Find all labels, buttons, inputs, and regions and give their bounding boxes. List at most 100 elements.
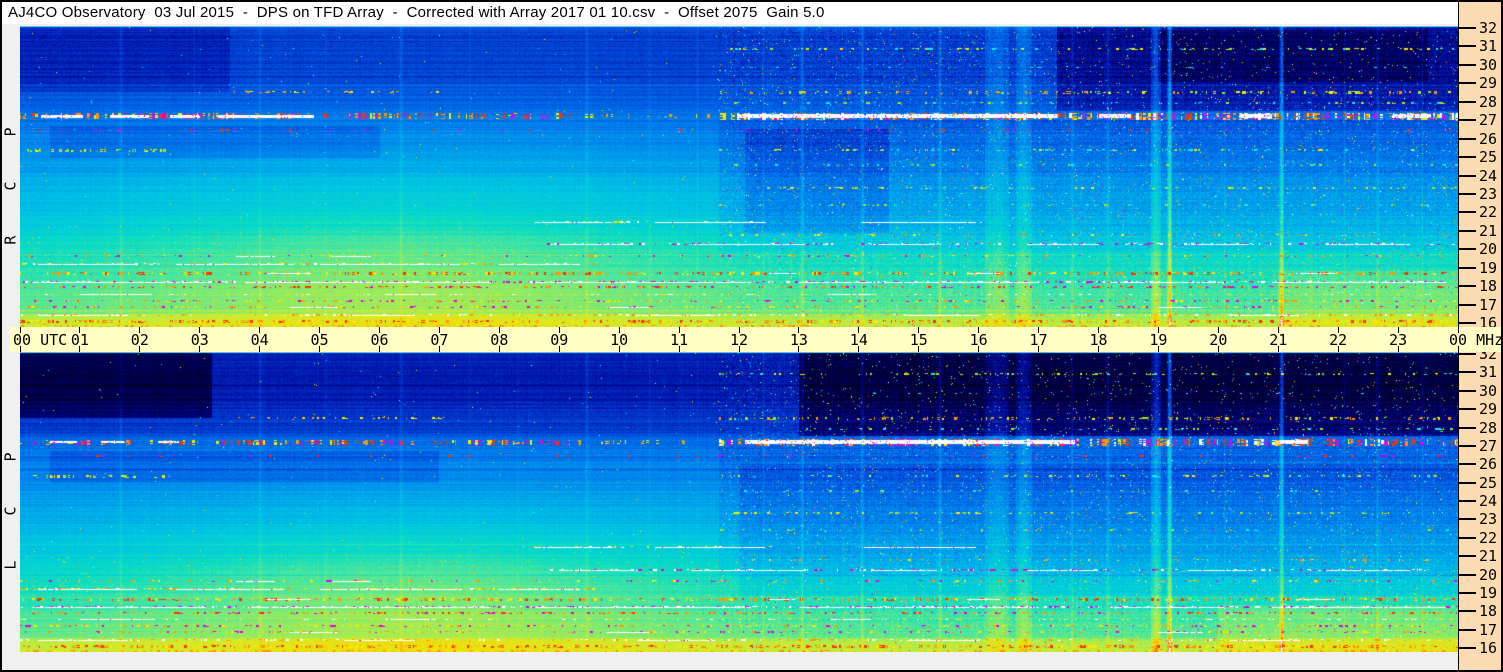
time-tick — [1098, 327, 1099, 333]
freq-tick-label: 20 — [1479, 565, 1498, 584]
time-tick — [1457, 327, 1459, 333]
freq-tick — [1459, 371, 1476, 374]
freq-tick-label: 30 — [1479, 55, 1498, 74]
freq-tick-label: 26 — [1479, 455, 1498, 474]
time-axis-strip: 00 UTC 00 MHz 01 02 03 04 05 06 07 08 09 10 11 12 13… — [10, 327, 1501, 352]
freq-tick-label: 22 — [1479, 203, 1498, 222]
freq-tick-label: 21 — [1479, 547, 1498, 566]
time-tick — [259, 346, 261, 352]
rcp-polarization-label: R C P — [2, 108, 20, 245]
freq-tick — [1459, 303, 1476, 306]
time-tick — [918, 346, 920, 352]
time-tick — [618, 346, 620, 352]
freq-tick — [1459, 518, 1476, 521]
time-hour-label: 04 — [250, 331, 269, 349]
time-tick — [438, 346, 440, 352]
freq-tick-label: 19 — [1479, 583, 1498, 602]
time-hour-label: 22 — [1329, 331, 1348, 349]
freq-tick-label: 16 — [1479, 639, 1498, 657]
freq-tick — [1459, 322, 1476, 324]
freq-tick — [1459, 285, 1476, 288]
freq-tick — [1459, 211, 1476, 214]
freq-tick — [1459, 555, 1476, 558]
freq-tick — [1459, 610, 1476, 613]
freq-tick-label: 29 — [1479, 74, 1498, 93]
time-hour-label: 14 — [849, 331, 868, 349]
time-tick — [1098, 346, 1099, 352]
freq-tick — [1459, 174, 1476, 177]
freq-tick-label: 23 — [1479, 184, 1498, 203]
time-tick — [558, 346, 560, 352]
time-tick — [1157, 327, 1159, 333]
time-hour-label: 09 — [550, 331, 569, 349]
time-hour-label: 01 — [70, 331, 89, 349]
time-tick — [199, 346, 201, 352]
freq-tick — [1459, 408, 1476, 411]
time-hour-label: 02 — [130, 331, 149, 349]
freq-tick — [1459, 389, 1476, 392]
time-hour-label: 18 — [1089, 331, 1108, 349]
time-hour-label: 13 — [789, 331, 808, 349]
freq-tick-label: 24 — [1479, 492, 1498, 510]
time-tick — [1277, 346, 1279, 352]
freq-tick — [1459, 100, 1476, 103]
time-tick — [1277, 327, 1279, 333]
freq-tick-label: 27 — [1479, 111, 1498, 130]
time-hour-label: 07 — [430, 331, 449, 349]
time-tick — [1337, 346, 1339, 352]
time-tick — [1457, 346, 1459, 352]
time-tick — [978, 346, 980, 352]
time-axis-start-label: 00 UTC — [13, 331, 68, 349]
time-hour-label: 15 — [909, 331, 928, 349]
time-hour-label: 23 — [1389, 331, 1408, 349]
freq-tick — [1459, 266, 1476, 269]
time-tick — [19, 327, 21, 333]
time-tick — [738, 327, 740, 333]
freq-tick-label: 28 — [1479, 418, 1498, 437]
page-title: AJ4CO Observatory 03 Jul 2015 - DPS on T… — [8, 4, 825, 21]
time-tick — [1397, 327, 1399, 333]
time-tick — [139, 346, 141, 352]
time-tick — [858, 346, 860, 352]
freq-tick — [1459, 481, 1476, 484]
freq-tick-label: 20 — [1479, 240, 1498, 259]
freq-tick — [1459, 573, 1476, 576]
time-tick — [79, 327, 81, 333]
freq-tick — [1459, 463, 1476, 466]
time-tick — [798, 327, 800, 333]
footer-strip — [2, 652, 1458, 670]
time-hour-label: 19 — [1149, 331, 1168, 349]
freq-tick — [1459, 137, 1476, 140]
freq-tick — [1459, 591, 1476, 594]
time-tick — [918, 327, 920, 333]
time-tick — [139, 327, 141, 333]
time-hour-label: 08 — [490, 331, 509, 349]
time-tick — [379, 327, 380, 333]
freq-tick — [1459, 82, 1476, 85]
time-tick — [978, 327, 980, 333]
freq-tick-label: 30 — [1479, 381, 1498, 400]
time-hour-label: 10 — [610, 331, 629, 349]
time-tick — [1038, 327, 1040, 333]
lcp-spectrogram-canvas — [20, 352, 1458, 652]
time-tick — [498, 346, 500, 352]
time-hour-label: 11 — [670, 331, 689, 349]
time-tick — [678, 327, 680, 333]
time-tick — [259, 327, 261, 333]
freq-tick-label: 17 — [1479, 620, 1498, 639]
freq-tick — [1459, 536, 1476, 539]
time-axis-end-label: 00 MHz — [1449, 331, 1503, 349]
time-tick — [1337, 327, 1339, 333]
time-tick — [798, 346, 800, 352]
left-gutter-rcp: R C P — [2, 26, 20, 327]
freq-tick-label: 25 — [1479, 473, 1498, 492]
time-hour-label: 06 — [370, 331, 389, 349]
time-hour-label: 03 — [190, 331, 209, 349]
freq-tick — [1459, 647, 1476, 649]
time-tick — [1038, 346, 1040, 352]
time-tick — [199, 327, 201, 333]
freq-tick-label: 18 — [1479, 277, 1498, 296]
time-tick — [438, 327, 440, 333]
freq-tick — [1459, 248, 1476, 251]
freq-tick — [1459, 353, 1476, 355]
